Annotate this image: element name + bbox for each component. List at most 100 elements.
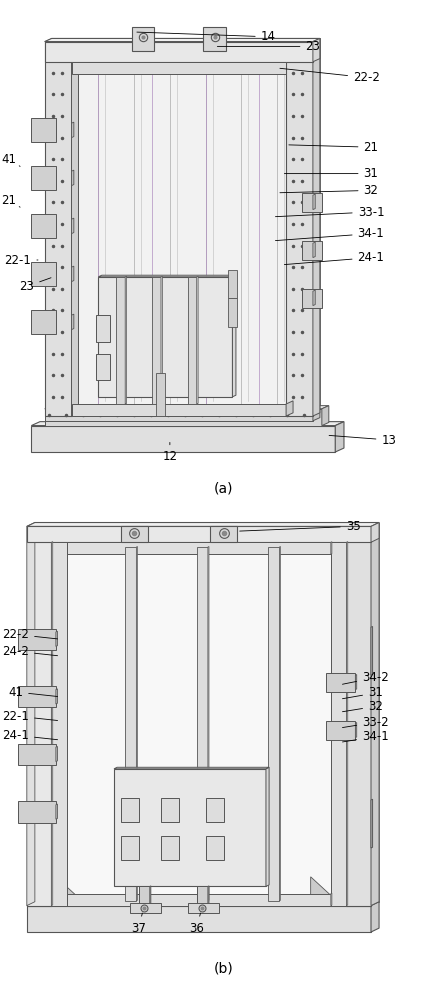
Polygon shape [51, 542, 67, 906]
Polygon shape [302, 289, 322, 308]
Polygon shape [132, 27, 154, 51]
Polygon shape [331, 542, 346, 906]
Polygon shape [302, 193, 322, 212]
Polygon shape [188, 903, 219, 913]
Polygon shape [156, 373, 165, 416]
Polygon shape [335, 422, 344, 452]
Text: (b): (b) [214, 961, 233, 975]
Polygon shape [72, 218, 74, 234]
Polygon shape [322, 406, 329, 426]
Polygon shape [206, 798, 224, 822]
Text: 32: 32 [342, 700, 383, 713]
Polygon shape [152, 277, 161, 404]
Polygon shape [228, 270, 237, 298]
Polygon shape [72, 38, 79, 416]
Polygon shape [31, 426, 335, 452]
Polygon shape [371, 799, 372, 848]
Text: 32: 32 [280, 184, 379, 197]
Polygon shape [72, 404, 286, 416]
Polygon shape [116, 277, 125, 404]
Polygon shape [58, 539, 353, 902]
Text: 31: 31 [284, 167, 379, 180]
Polygon shape [96, 354, 110, 380]
Polygon shape [208, 886, 209, 906]
Polygon shape [45, 406, 329, 409]
Polygon shape [286, 401, 293, 416]
Text: 34-1: 34-1 [275, 227, 384, 241]
Polygon shape [31, 422, 344, 426]
Text: 22-1: 22-1 [2, 710, 58, 722]
Polygon shape [56, 877, 87, 906]
Text: 34-2: 34-2 [342, 671, 389, 684]
Polygon shape [18, 686, 56, 707]
Polygon shape [371, 523, 379, 906]
Polygon shape [203, 27, 226, 51]
Text: 37: 37 [131, 913, 146, 935]
Polygon shape [188, 277, 197, 404]
Polygon shape [197, 886, 208, 906]
Polygon shape [346, 526, 371, 906]
Text: 33-1: 33-1 [275, 206, 384, 219]
Polygon shape [56, 746, 57, 762]
Text: 31: 31 [342, 686, 383, 699]
Text: 23: 23 [217, 40, 320, 53]
Text: 41: 41 [1, 153, 20, 166]
Text: 35: 35 [240, 520, 360, 533]
Polygon shape [130, 903, 161, 913]
Polygon shape [139, 886, 150, 906]
Polygon shape [232, 275, 236, 397]
Polygon shape [210, 526, 237, 542]
Polygon shape [98, 275, 236, 277]
Polygon shape [268, 547, 279, 901]
Polygon shape [313, 38, 320, 416]
Polygon shape [371, 626, 372, 675]
Polygon shape [161, 798, 179, 822]
Polygon shape [27, 906, 371, 932]
Polygon shape [27, 523, 379, 526]
Polygon shape [121, 526, 148, 542]
Polygon shape [136, 546, 138, 901]
Polygon shape [326, 721, 355, 740]
Text: 22-1: 22-1 [4, 253, 38, 266]
Polygon shape [355, 675, 357, 690]
Polygon shape [286, 42, 313, 416]
Polygon shape [31, 118, 56, 142]
Polygon shape [161, 836, 179, 860]
Polygon shape [72, 170, 74, 186]
Text: 14: 14 [137, 30, 276, 43]
Polygon shape [31, 214, 56, 238]
Text: 22-2: 22-2 [280, 68, 380, 84]
Polygon shape [98, 277, 232, 397]
Text: (a): (a) [214, 481, 233, 495]
Polygon shape [31, 310, 56, 334]
Polygon shape [302, 241, 322, 260]
Polygon shape [67, 894, 331, 906]
Text: 21: 21 [289, 141, 379, 154]
Polygon shape [18, 744, 56, 765]
Polygon shape [27, 523, 35, 906]
Polygon shape [161, 276, 162, 404]
Polygon shape [114, 767, 269, 769]
Polygon shape [45, 38, 320, 42]
Text: 33-2: 33-2 [342, 716, 389, 729]
Polygon shape [45, 42, 313, 62]
Polygon shape [114, 769, 266, 886]
Polygon shape [27, 526, 51, 906]
Polygon shape [45, 42, 72, 416]
Polygon shape [208, 546, 209, 901]
Polygon shape [96, 315, 110, 342]
Polygon shape [56, 631, 57, 646]
Text: 24-2: 24-2 [2, 645, 58, 658]
Polygon shape [371, 902, 379, 932]
Polygon shape [51, 542, 53, 906]
Polygon shape [311, 877, 342, 906]
Text: 34-1: 34-1 [342, 730, 389, 743]
Polygon shape [228, 298, 237, 327]
Text: 23: 23 [19, 278, 51, 293]
Polygon shape [18, 801, 56, 823]
Text: 41: 41 [8, 686, 58, 698]
Text: 13: 13 [329, 434, 396, 446]
Polygon shape [313, 38, 320, 62]
Polygon shape [313, 194, 315, 210]
Text: 36: 36 [189, 913, 204, 935]
